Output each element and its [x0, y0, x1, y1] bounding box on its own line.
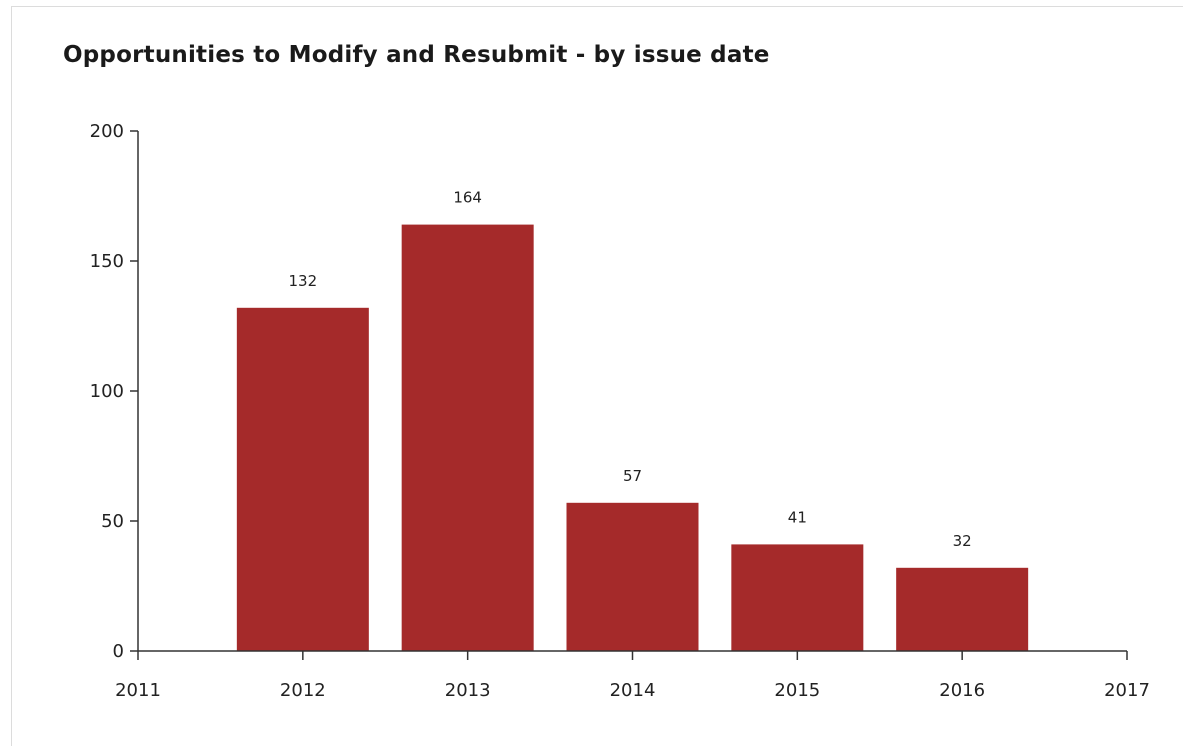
x-tick-label-2015: 2015 [774, 680, 820, 701]
axes-group: 0 50 100 150 200 2011 2012 2013 2014 2015 2016 2017 [90, 121, 1150, 701]
data-label-2013: 164 [453, 189, 482, 207]
data-label-2015: 41 [788, 508, 807, 526]
x-tick-label-2011: 2011 [115, 680, 161, 701]
x-tick-label-2016: 2016 [939, 680, 985, 701]
bars-group [236, 224, 1029, 651]
data-labels-group: 132 164 57 41 32 [289, 189, 972, 550]
x-tick-label-2017: 2017 [1104, 680, 1150, 701]
bar-2015 [731, 544, 864, 651]
bar-2016 [896, 567, 1029, 651]
y-tick-label-150: 150 [90, 251, 124, 272]
x-tick-label-2014: 2014 [610, 680, 656, 701]
x-tick-label-2013: 2013 [445, 680, 491, 701]
data-label-2012: 132 [289, 272, 318, 290]
x-tick-label-2012: 2012 [280, 680, 326, 701]
bar-2012 [236, 307, 369, 651]
bar-2013 [401, 224, 534, 651]
y-tick-label-200: 200 [90, 121, 124, 142]
y-tick-label-50: 50 [101, 511, 124, 532]
data-label-2016: 32 [953, 532, 972, 550]
chart-title: Opportunities to Modify and Resubmit - b… [63, 42, 770, 68]
y-tick-label-0: 0 [113, 641, 124, 662]
y-tick-label-100: 100 [90, 381, 124, 402]
bar-2014 [566, 502, 699, 651]
data-label-2014: 57 [623, 467, 642, 485]
